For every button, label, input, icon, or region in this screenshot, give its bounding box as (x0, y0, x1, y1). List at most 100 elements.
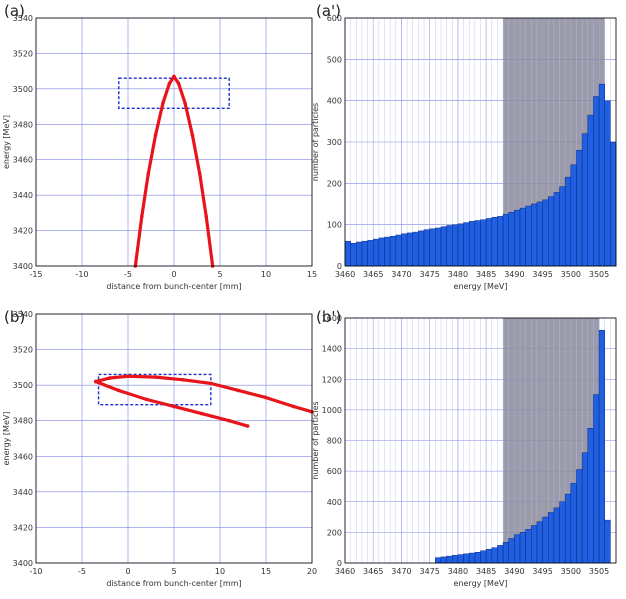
x-tick-label: 20 (307, 567, 317, 576)
y-axis-label: energy [MeV] (2, 115, 11, 169)
x-tick-label: 3490 (504, 270, 524, 279)
y-tick-label: 100 (327, 221, 342, 230)
data-point (199, 411, 204, 416)
histogram-bar (559, 501, 566, 564)
y-tick-label: 200 (327, 179, 342, 188)
histogram-bar (587, 114, 594, 267)
histogram-bar (457, 554, 464, 564)
histogram-bar (564, 176, 572, 267)
histogram-bar (457, 223, 464, 267)
histogram-bar (559, 186, 566, 267)
histogram-bar (508, 538, 515, 564)
data-point (245, 424, 250, 428)
data-point (197, 172, 202, 176)
histogram-bar (514, 209, 521, 267)
histogram-bar (485, 218, 493, 267)
x-tick-label: 3500 (561, 567, 581, 576)
data-point (94, 379, 98, 384)
y-tick-label: 200 (327, 528, 342, 537)
histogram-bar (525, 205, 532, 267)
histogram-bar (508, 212, 515, 267)
panel-label-b: (b) (4, 308, 25, 326)
y-tick-label: 1400 (322, 345, 342, 354)
histogram-bar (395, 234, 402, 267)
histogram-bar (446, 225, 453, 267)
x-tick-label: 3505 (589, 567, 609, 576)
y-tick-label: 3460 (13, 452, 33, 461)
x-tick-label: 3480 (448, 270, 468, 279)
histogram-bar (468, 221, 476, 267)
histogram-bar (598, 330, 605, 564)
data-point (167, 81, 172, 86)
data-point (161, 101, 165, 105)
y-tick-label: 3520 (13, 346, 33, 355)
series-line-0 (94, 374, 314, 414)
histogram-bar (435, 557, 442, 564)
data-point (153, 133, 158, 137)
x-tick-label: -5 (124, 270, 132, 279)
histogram-bar (514, 534, 521, 564)
histogram-bar (384, 236, 391, 267)
x-tick-label: 3480 (448, 567, 468, 576)
histogram-bar (531, 525, 538, 564)
x-tick-label: 0 (171, 270, 176, 279)
histogram-bar (525, 529, 532, 564)
x-axis-label: energy [MeV] (454, 579, 508, 588)
x-tick-label: -10 (75, 270, 88, 279)
x-tick-label: 3475 (420, 270, 440, 279)
panel-label-a-prime: (a') (316, 2, 341, 20)
data-point (107, 376, 112, 380)
data-point (153, 375, 158, 379)
histogram-bar (570, 164, 577, 267)
chart-b-phase-space: -10 -5 0 5 10 15 20 3400 3420 3440 3460 3480 3500 352… (2, 310, 317, 588)
selection-box (97, 373, 212, 406)
histogram-bar (389, 235, 397, 267)
y-tick-label: 1600 (322, 314, 342, 323)
x-tick-label: 3470 (391, 567, 411, 576)
y-axis-label: number of particles (311, 401, 320, 479)
histogram-bar (401, 233, 408, 267)
y-tick-label: 3500 (13, 381, 33, 390)
y-tick-label: 3480 (13, 417, 33, 426)
y-tick-label: 400 (327, 498, 342, 507)
histogram-bar (367, 240, 374, 267)
histogram-bar (564, 493, 572, 564)
histogram-bar (350, 243, 357, 267)
y-tick-label: 3540 (13, 14, 33, 23)
x-axis-label: energy [MeV] (454, 282, 508, 291)
y-tick-label: 600 (327, 467, 342, 476)
histogram-bar (480, 550, 487, 564)
y-tick-label: 3400 (13, 559, 33, 568)
histogram-bar (412, 231, 419, 267)
x-tick-label: 3465 (363, 270, 383, 279)
x-tick-label: -10 (29, 567, 42, 576)
x-tick-label: 3490 (504, 567, 524, 576)
histogram-bar (485, 548, 493, 564)
histogram-bar (491, 216, 498, 267)
data-point (181, 378, 185, 382)
histogram-bar (553, 507, 560, 564)
x-tick-label: 3460 (335, 270, 355, 279)
x-tick-label: 3485 (476, 567, 496, 576)
histogram-bar (531, 203, 538, 267)
panel-label-b-prime: (b') (316, 308, 341, 326)
histogram-bar (536, 521, 543, 564)
histogram-bar (593, 394, 600, 564)
histogram-bar (542, 199, 549, 267)
data-point (190, 133, 195, 137)
histogram-bar (548, 512, 555, 564)
data-point (146, 172, 151, 176)
histogram-bar (423, 229, 430, 267)
y-tick-label: 3480 (13, 120, 33, 129)
y-tick-label: 500 (327, 55, 342, 64)
histogram-bar (587, 428, 594, 564)
histogram-bar (491, 547, 498, 564)
histogram-bar (440, 226, 447, 267)
y-tick-label: 3400 (13, 262, 33, 271)
y-tick-label: 3500 (13, 85, 33, 94)
histogram-bar (356, 241, 363, 267)
data-point (172, 404, 176, 409)
chart-b-prime-histogram: 3460 3465 3470 3475 3480 3485 3490 3495 3500 3505… (311, 314, 617, 588)
histogram-bar (502, 542, 509, 564)
x-tick-label: 3475 (420, 567, 440, 576)
